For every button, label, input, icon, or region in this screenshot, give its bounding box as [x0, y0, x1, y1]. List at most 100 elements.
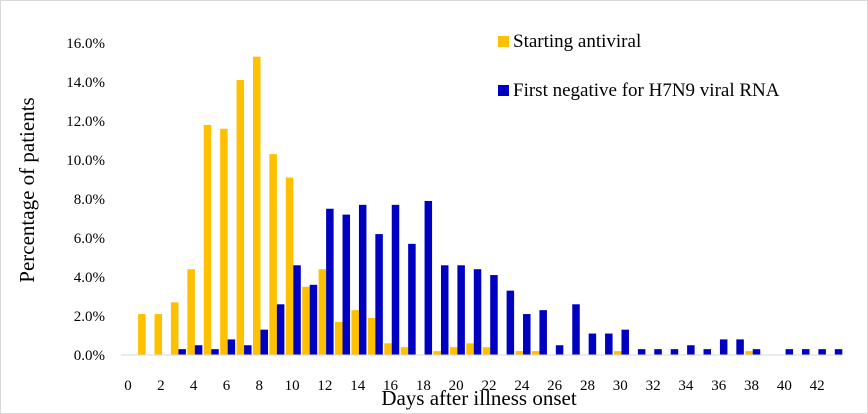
x-tick-label: 14 [350, 378, 366, 394]
x-tick-label: 20 [449, 378, 464, 394]
bar-series-1-day-22 [482, 347, 491, 355]
y-tick-label: 8.0% [74, 192, 105, 208]
bar-series-1-day-21 [466, 343, 474, 355]
bar-series-2-day-20 [457, 265, 465, 355]
bar-series-1-day-30 [613, 351, 622, 355]
x-tick-label: 28 [580, 378, 595, 394]
bar-series-2-day-8 [260, 329, 268, 355]
bar-series-2-day-30 [621, 329, 629, 355]
bar-series-2-day-35 [703, 349, 712, 355]
x-tick-label: 2 [157, 378, 165, 394]
bar-series-2-day-22 [490, 275, 498, 355]
bar-series-1-day-5 [203, 124, 212, 356]
y-tick-label: 0.0% [74, 348, 105, 364]
bar-series-2-day-19 [440, 265, 449, 355]
bar-series-1-day-2 [154, 314, 163, 355]
bar-series-2-day-13 [342, 214, 351, 355]
y-tick-label: 4.0% [74, 270, 105, 286]
bar-series-2-day-41 [801, 349, 810, 355]
bar-series-2-day-5 [211, 349, 219, 355]
bar-series-2-day-27 [572, 304, 580, 355]
x-tick-label: 34 [678, 378, 694, 394]
bar-series-1-day-4 [187, 269, 195, 355]
bar-series-2-day-32 [654, 349, 662, 355]
y-tick-label: 12.0% [66, 114, 105, 130]
x-tick-label: 24 [514, 378, 530, 394]
x-tick-label: 18 [416, 378, 431, 394]
x-tick-label: 6 [223, 378, 231, 394]
x-tick-label: 10 [285, 378, 300, 394]
bar-series-1-day-1 [138, 314, 146, 355]
bar-series-2-day-14 [358, 204, 367, 355]
bar-series-1-day-6 [220, 128, 228, 355]
x-tick-label: 32 [646, 378, 661, 394]
y-tick-label: 6.0% [74, 231, 105, 247]
bar-series-2-day-7 [244, 345, 252, 355]
x-tick-label: 8 [256, 378, 264, 394]
bar-series-2-day-31 [637, 349, 646, 355]
bar-series-1-day-14 [351, 310, 359, 355]
x-tick-label: 42 [810, 378, 825, 394]
bar-series-2-day-11 [309, 284, 318, 355]
legend-swatch-series-1 [498, 36, 509, 47]
x-tick-label: 12 [317, 378, 332, 394]
bar-series-2-day-17 [408, 243, 416, 355]
bar-series-2-day-24 [523, 314, 531, 355]
bar-series-1-day-24 [515, 351, 524, 355]
x-tick-label: 16 [383, 378, 399, 394]
bar-series-2-day-34 [687, 345, 695, 355]
bar-series-2-day-38 [752, 349, 761, 355]
bar-series-2-day-25 [539, 310, 547, 355]
legend-swatch-series-2 [498, 85, 509, 96]
bar-series-2-day-16 [391, 204, 400, 355]
bar-series-2-day-21 [473, 269, 482, 355]
bar-series-2-day-40 [785, 349, 794, 355]
bar-series-2-day-29 [605, 333, 613, 355]
bar-series-2-day-42 [818, 349, 826, 355]
bar-series-2-day-43 [834, 349, 843, 355]
bar-series-2-day-18 [424, 200, 433, 355]
y-tick-label: 14.0% [66, 75, 105, 91]
y-tick-label: 16.0% [66, 36, 105, 52]
bar-series-1-day-9 [269, 154, 277, 355]
bar-series-1-day-17 [400, 347, 409, 355]
x-tick-label: 36 [711, 378, 727, 394]
bar-series-1-day-20 [449, 347, 458, 355]
legend-label-series-2: First negative for H7N9 viral RNA [513, 80, 780, 101]
bar-series-1-day-8 [252, 56, 261, 356]
y-tick-label: 2.0% [74, 309, 105, 325]
bar-series-1-day-38 [745, 351, 753, 355]
x-tick-label: 40 [777, 378, 792, 394]
bar-series-2-day-4 [194, 345, 203, 355]
x-axis-title: Days after illness onset [381, 386, 577, 410]
bars-group [138, 56, 843, 356]
y-axis-title: Percentage of patients [15, 97, 39, 282]
bar-series-2-day-26 [555, 345, 564, 355]
x-axis-ticks: 0 2 4 6 8 10 12 14 16 18 20 22 24 26 28 30 32 34 36 38 40 42 [124, 378, 824, 394]
x-tick-label: 30 [613, 378, 628, 394]
bar-series-2-day-9 [276, 304, 285, 355]
bar-series-2-day-23 [506, 290, 515, 355]
bar-series-2-day-10 [293, 265, 301, 355]
x-tick-label: 38 [744, 378, 759, 394]
bar-series-1-day-12 [318, 269, 327, 355]
bar-series-2-day-28 [588, 333, 597, 355]
x-tick-label: 26 [547, 378, 563, 394]
bar-series-1-day-7 [236, 80, 245, 356]
bar-series-1-day-19 [433, 351, 441, 355]
x-tick-label: 0 [124, 378, 132, 394]
y-tick-label: 10.0% [66, 153, 105, 169]
legend: Starting antiviral First negative for H7N… [498, 31, 780, 101]
bar-series-2-day-12 [326, 208, 334, 355]
bar-series-1-day-16 [384, 343, 392, 355]
bar-series-2-day-15 [375, 234, 383, 355]
y-axis-ticks: 0.0% 2.0% 4.0% 6.0% 8.0% 10.0% 12.0% 14.0% 16.0% [66, 36, 105, 364]
bar-series-1-day-15 [367, 317, 376, 355]
bar-series-2-day-33 [670, 349, 679, 355]
bar-series-2-day-36 [719, 339, 728, 355]
bar-series-1-day-25 [531, 351, 540, 355]
x-tick-label: 22 [482, 378, 497, 394]
legend-label-series-1: Starting antiviral [513, 31, 641, 52]
bar-series-1-day-13 [335, 321, 343, 355]
